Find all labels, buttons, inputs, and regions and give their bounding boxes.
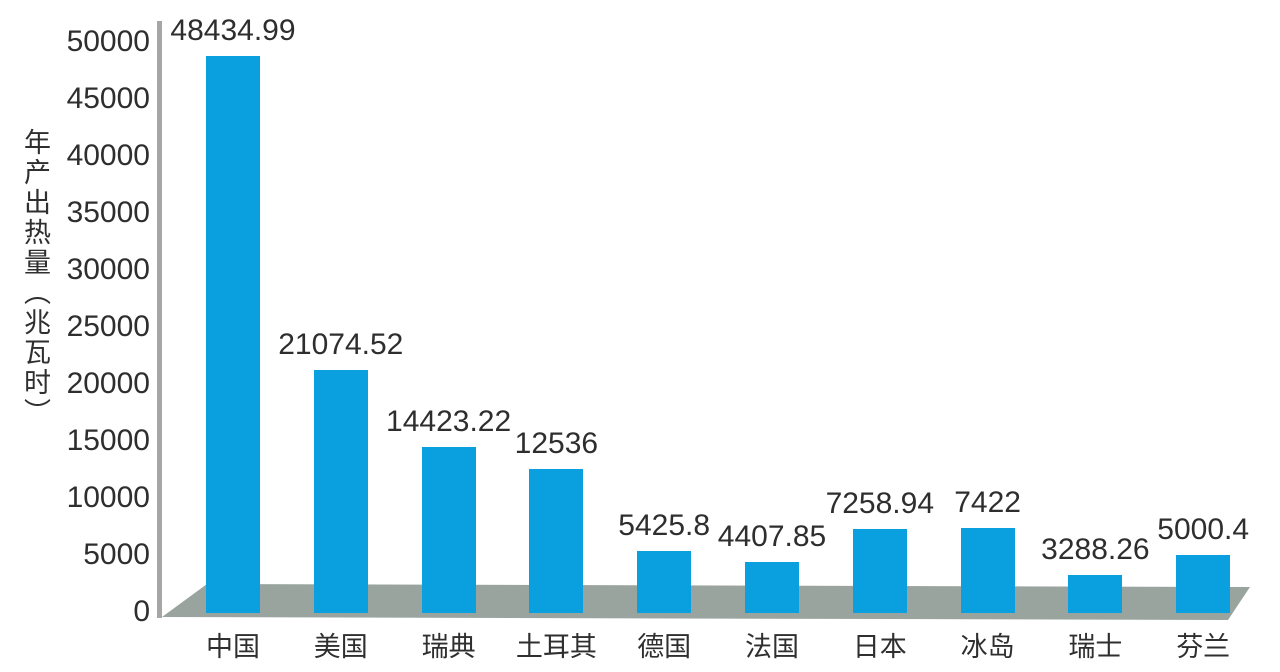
category-label: 土耳其 <box>515 632 597 662</box>
value-label: 7258.94 <box>825 487 935 521</box>
value-label: 5000.4 <box>1157 513 1250 547</box>
category-label: 日本 <box>852 632 907 662</box>
y-tick-label: 25000 <box>66 310 150 343</box>
bar-土耳其 <box>529 468 584 613</box>
bar-美国 <box>313 370 368 613</box>
category-label: 法国 <box>745 632 799 662</box>
y-axis-title: 年产出热量（兆瓦时） <box>20 128 50 428</box>
category-label: 美国 <box>313 632 368 662</box>
y-axis-line <box>157 21 162 618</box>
bar-德国 <box>637 550 692 613</box>
y-tick-label: 50000 <box>66 25 150 58</box>
y-tick-label: 40000 <box>66 139 150 172</box>
y-tick-label: 0 <box>133 595 150 628</box>
bar-瑞典 <box>421 446 476 613</box>
value-label: 5425.8 <box>618 508 711 542</box>
y-tick-label: 10000 <box>66 481 150 514</box>
value-label: 3288.26 <box>1041 533 1150 567</box>
bar-法国 <box>745 562 799 613</box>
y-tick-label: 45000 <box>66 82 150 115</box>
category-label: 芬兰 <box>1176 632 1231 662</box>
y-tick-label: 30000 <box>66 253 150 286</box>
y-tick-label: 20000 <box>66 367 150 400</box>
y-tick-label: 35000 <box>66 196 150 229</box>
category-label: 德国 <box>637 632 692 662</box>
bar-芬兰 <box>1176 555 1231 613</box>
category-label: 冰岛 <box>960 632 1015 662</box>
bar-日本 <box>852 529 907 613</box>
y-tick-label: 15000 <box>66 424 150 457</box>
value-label: 14423.22 <box>386 404 512 438</box>
value-label: 7422 <box>954 485 1021 519</box>
bar-中国 <box>206 55 260 613</box>
value-label: 48434.99 <box>170 13 296 47</box>
value-label: 4407.85 <box>717 520 827 554</box>
category-label: 中国 <box>206 632 260 662</box>
category-label: 瑞典 <box>421 632 476 662</box>
bar-冰岛 <box>960 527 1015 613</box>
category-label: 瑞士 <box>1068 632 1123 662</box>
value-label: 21074.52 <box>278 328 404 362</box>
bar-瑞士 <box>1068 575 1123 613</box>
value-label: 12536 <box>514 426 599 460</box>
y-tick-label: 5000 <box>83 538 150 571</box>
